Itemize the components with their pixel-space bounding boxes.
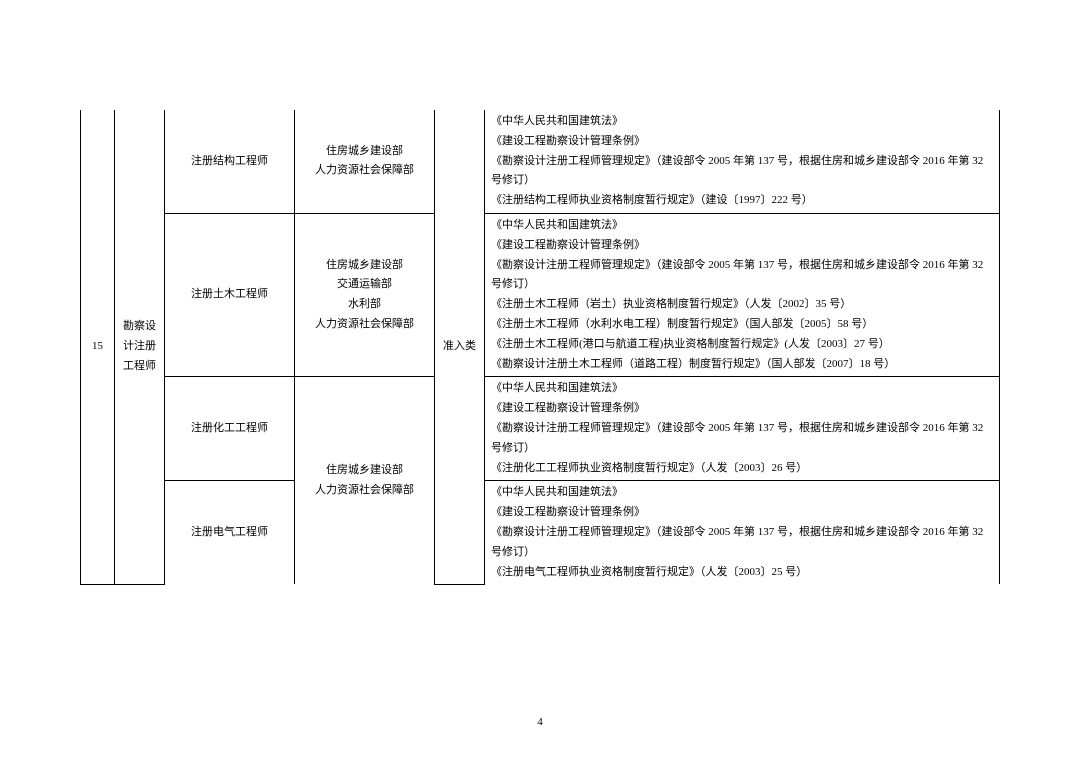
cell-qualification: 注册土木工程师	[165, 213, 295, 376]
cell-basis: 《中华人民共和国建筑法》《建设工程勘察设计管理条例》《勘察设计注册工程师管理规定…	[485, 377, 1000, 481]
cell-basis: 《中华人民共和国建筑法》《建设工程勘察设计管理条例》《勘察设计注册工程师管理规定…	[485, 481, 1000, 584]
cell-qualification: 注册电气工程师	[165, 481, 295, 584]
table-row: 注册土木工程师 住房城乡建设部交通运输部水利部人力资源社会保障部 《中华人民共和…	[81, 213, 1000, 376]
cell-category: 勘察设计注册工程师	[115, 110, 165, 584]
cell-basis: 《中华人民共和国建筑法》《建设工程勘察设计管理条例》《勘察设计注册工程师管理规定…	[485, 213, 1000, 376]
cell-type: 准入类	[435, 110, 485, 584]
cell-qualification: 注册结构工程师	[165, 110, 295, 213]
table-row: 注册化工工程师 住房城乡建设部人力资源社会保障部 《中华人民共和国建筑法》《建设…	[81, 377, 1000, 481]
cell-department: 住房城乡建设部交通运输部水利部人力资源社会保障部	[295, 213, 435, 376]
cell-basis: 《中华人民共和国建筑法》《建设工程勘察设计管理条例》《勘察设计注册工程师管理规定…	[485, 110, 1000, 213]
cell-department: 住房城乡建设部人力资源社会保障部	[295, 110, 435, 213]
table-row: 15 勘察设计注册工程师 注册结构工程师 住房城乡建设部人力资源社会保障部 准入…	[81, 110, 1000, 213]
page-number: 4	[0, 716, 1080, 728]
table-row: 注册电气工程师 《中华人民共和国建筑法》《建设工程勘察设计管理条例》《勘察设计注…	[81, 481, 1000, 584]
cell-department: 住房城乡建设部人力资源社会保障部	[295, 377, 435, 584]
qualifications-table: 15 勘察设计注册工程师 注册结构工程师 住房城乡建设部人力资源社会保障部 准入…	[80, 110, 1000, 585]
cell-qualification: 注册化工工程师	[165, 377, 295, 481]
cell-index: 15	[81, 110, 115, 584]
